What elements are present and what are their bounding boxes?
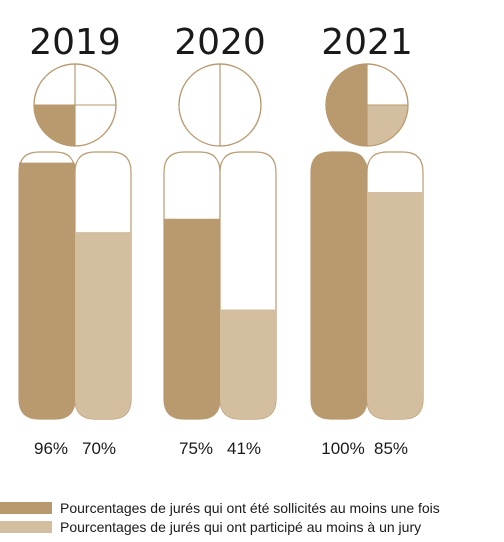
neck-notch-2019 [68,152,82,164]
value-label-participated-2019: 70% [82,439,116,458]
bar-participated-2020 [220,309,276,419]
value-label-participated-2021: 85% [374,439,408,458]
value-label-solicited-2019: 96% [34,439,68,458]
legend-swatch-solicited [0,501,52,514]
value-label-solicited-2020: 75% [179,439,213,458]
legend-swatch-participated [0,520,52,533]
head-sector-solicited-2020 [179,105,220,146]
head-sector-solicited-2021 [326,105,367,146]
legend: Pourcentages de jurés qui ont été sollic… [0,498,504,536]
neck-notch-2021 [360,152,374,164]
bar-solicited-2021 [311,152,367,419]
legend-label-participated: Pourcentages de jurés qui ont participé … [60,518,422,535]
value-label-participated-2020: 41% [227,439,261,458]
head-sector-participated-2021 [367,105,408,146]
head-ring-2021 [325,63,409,147]
figure-2019: 2019 96% 70% [18,22,132,458]
legend-item-solicited: Pourcentages de jurés qui ont été sollic… [0,498,504,517]
legend-item-participated: Pourcentages de jurés qui ont participé … [0,517,504,536]
year-label-2019: 2019 [29,22,121,63]
year-label-2020: 2020 [174,22,266,63]
head-ring-2019 [33,63,117,147]
year-label-2021: 2021 [321,22,413,63]
neck-notch-2020 [213,152,227,164]
head-sector-solicited-2019 [34,105,75,146]
head-ring-2020 [178,63,262,147]
bar-participated-2021 [367,192,423,419]
legend-label-solicited: Pourcentages de jurés qui ont été sollic… [60,499,440,516]
head-sector-solicited-top-2021 [326,64,367,105]
bar-solicited-2020 [164,218,220,419]
bar-solicited-2019 [19,162,75,419]
figure-2021: 2021 100% 85% [310,22,424,458]
figure-2020: 2020 75% 41% [163,22,277,458]
value-label-solicited-2021: 100% [321,439,364,458]
bar-participated-2019 [75,232,131,419]
